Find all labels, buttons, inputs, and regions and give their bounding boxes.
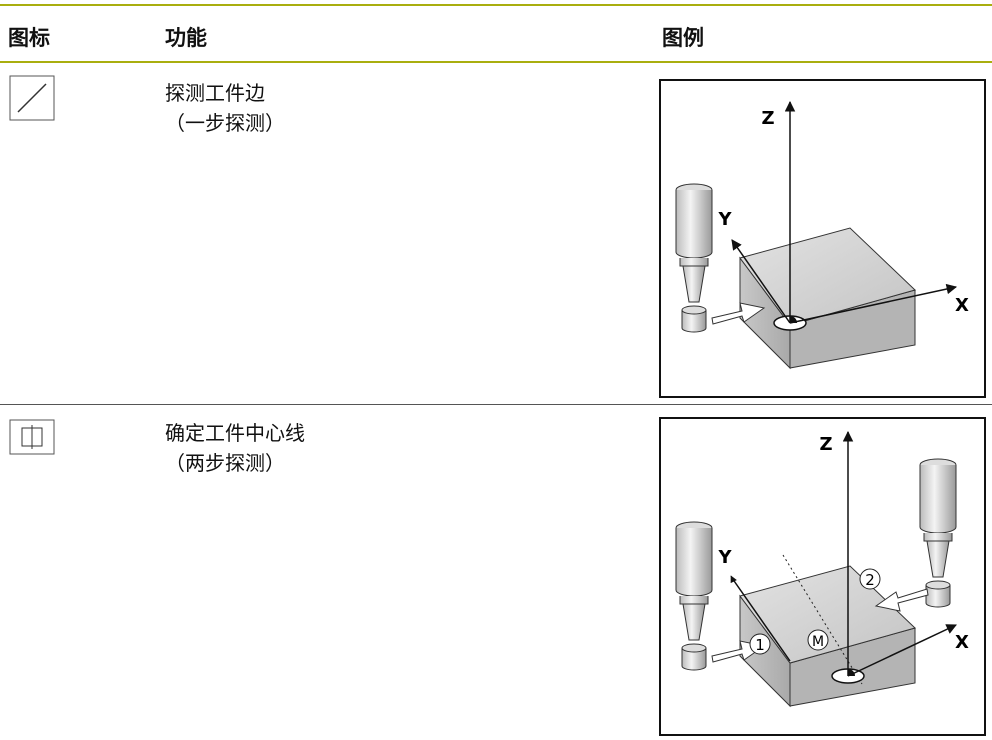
axis-label: Z [761, 108, 774, 129]
function-line: 确定工件中心线 [165, 421, 305, 445]
axis-label: Y [717, 209, 732, 230]
marker-label: M [812, 634, 824, 650]
axis-label: Y [717, 547, 732, 568]
function-text: 确定工件中心线 （两步探测） [165, 418, 305, 478]
header-icon: 图标 [8, 26, 50, 50]
axis-label: Z [819, 434, 832, 455]
function-text: 探测工件边 （一步探测） [165, 78, 285, 138]
header-function: 功能 [165, 26, 207, 50]
marker-label: 1 [755, 636, 765, 654]
function-line: （两步探测） [165, 451, 285, 475]
icon-edge [9, 75, 55, 121]
function-line: 探测工件边 [165, 81, 265, 105]
figure-edge: Z Y X [659, 79, 986, 398]
row-rule [0, 404, 992, 405]
axis-label: X [955, 295, 969, 316]
marker-label: 2 [865, 571, 875, 589]
figure-centerline: 1 M 2 Z Y X [659, 417, 986, 736]
header-figure: 图例 [662, 26, 704, 50]
icon-centerline [9, 419, 55, 455]
top-rule [0, 4, 992, 6]
function-line: （一步探测） [165, 111, 285, 135]
axis-label: X [955, 632, 969, 653]
header-rule [0, 61, 992, 63]
